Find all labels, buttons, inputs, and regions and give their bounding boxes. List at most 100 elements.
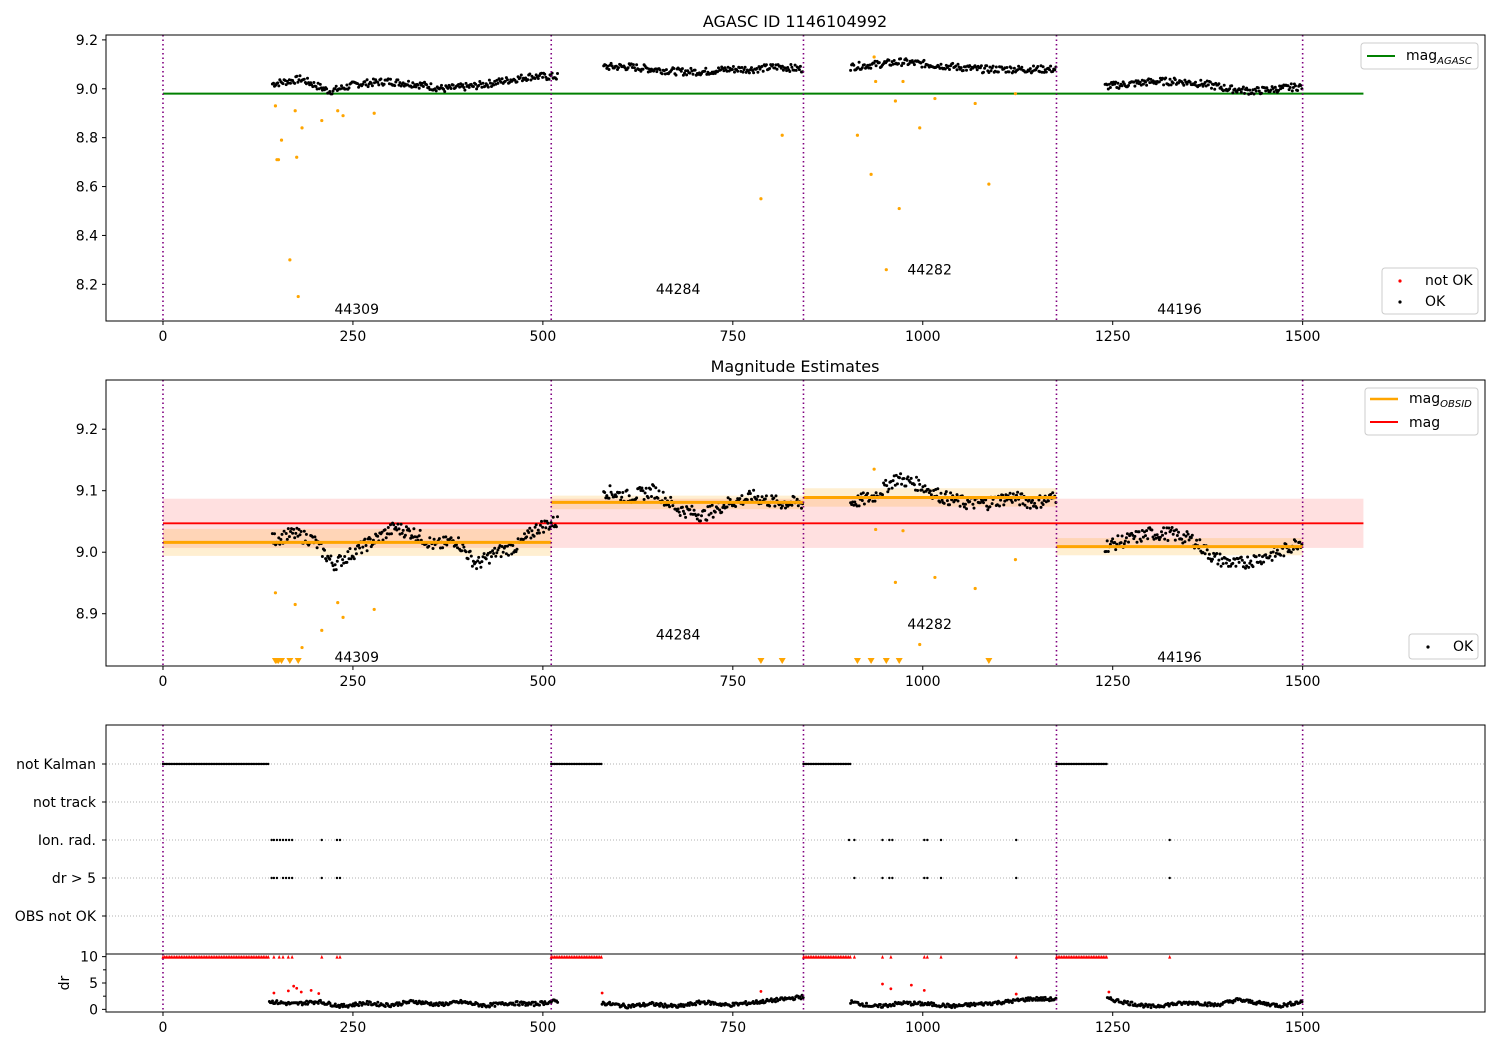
flag-point	[278, 838, 282, 842]
flag-point	[161, 762, 165, 766]
ok-point	[1107, 82, 1111, 86]
ok-point	[1116, 534, 1120, 538]
ok-point	[990, 502, 994, 506]
ok-point	[1113, 541, 1117, 544]
ok-point	[330, 92, 334, 96]
flag-point	[807, 762, 810, 766]
ok-point	[633, 66, 636, 70]
ok-point	[609, 490, 613, 494]
ok-point	[414, 85, 418, 89]
ok-point	[1182, 533, 1186, 537]
ok-point	[1114, 548, 1118, 552]
ok-point	[488, 550, 492, 554]
flag-point	[272, 876, 276, 880]
ok-point	[800, 506, 803, 510]
ok-point	[942, 501, 946, 505]
clipped-dr-marker	[338, 955, 342, 959]
clipped-dr-marker	[922, 955, 926, 959]
ok-point	[677, 510, 681, 514]
legend-box	[1360, 42, 1479, 70]
ok-point	[517, 1003, 521, 1007]
ok-point	[464, 550, 468, 554]
ok-point	[877, 61, 881, 65]
ok-point	[954, 64, 958, 68]
ok-point	[514, 550, 518, 554]
flag-point	[822, 762, 825, 766]
clipped-dr-marker	[925, 955, 929, 959]
panel-agasc-plot: 44309 44284 44282 44196 0 250 500 750 1000 1250 15…	[76, 33, 1364, 345]
ok-point	[760, 64, 764, 68]
suspect-point	[933, 575, 937, 580]
clipped-dr-marker	[266, 955, 270, 959]
x-tick-label: 750	[719, 1020, 746, 1036]
ok-point	[685, 73, 689, 77]
ok-point	[487, 561, 491, 565]
not-ok-point	[1107, 990, 1111, 994]
ok-point	[1028, 67, 1032, 71]
ok-point	[493, 546, 497, 550]
y-tick-label: 9.2	[76, 33, 98, 49]
ok-point	[959, 66, 963, 70]
ok-point	[866, 491, 870, 495]
ok-point	[669, 495, 673, 499]
ok-point	[380, 530, 384, 534]
ok-point	[286, 81, 290, 85]
ok-point	[738, 497, 742, 501]
ok-point	[1014, 498, 1017, 502]
ok-point	[1145, 83, 1149, 87]
ok-point	[1183, 540, 1187, 544]
flag-point	[573, 762, 576, 766]
obsid-label: 44282	[907, 263, 952, 279]
ok-point	[608, 1000, 612, 1004]
ok-point	[1195, 538, 1199, 542]
flag-point	[847, 838, 851, 842]
ok-point	[1005, 498, 1009, 502]
ok-point	[314, 85, 318, 88]
ok-point	[1291, 547, 1295, 551]
flag-point	[211, 762, 215, 766]
flag-point	[812, 762, 815, 766]
ok-point	[774, 494, 778, 498]
x-tick-label: 250	[340, 329, 367, 345]
ok-point	[956, 499, 960, 503]
flag-point	[926, 876, 929, 880]
ok-point	[417, 86, 421, 90]
ok-point	[620, 495, 624, 499]
clipped-dr-marker	[277, 955, 281, 959]
ok-point	[449, 536, 453, 540]
ok-point	[968, 500, 972, 504]
legend-not-ok-marker	[1398, 279, 1402, 283]
ok-point	[364, 544, 368, 547]
ok-point	[1173, 78, 1177, 82]
flag-point	[242, 762, 245, 766]
ok-point	[445, 543, 449, 547]
ok-point	[801, 996, 805, 1000]
flag-point	[1060, 762, 1063, 766]
flag-point	[853, 838, 856, 842]
ok-point	[297, 528, 301, 531]
ok-point	[608, 484, 612, 488]
ok-point	[1228, 558, 1232, 562]
ok-point	[475, 567, 479, 571]
suspect-point	[293, 602, 297, 607]
ok-point	[1262, 560, 1266, 564]
ok-point	[971, 502, 975, 506]
ok-point	[920, 488, 924, 492]
ok-point	[784, 506, 787, 510]
ok-point	[853, 500, 857, 504]
ok-point	[1237, 560, 1241, 564]
ok-point	[906, 475, 910, 479]
ok-point	[315, 546, 319, 550]
x-tick-label: 500	[530, 674, 557, 690]
ok-point	[750, 497, 753, 501]
ok-point	[323, 548, 326, 552]
ok-point	[705, 518, 709, 522]
ok-point	[685, 505, 689, 509]
panel-estimates-marker-legend: OK	[1408, 633, 1479, 660]
ok-point	[938, 66, 942, 70]
ok-point	[697, 999, 701, 1003]
ok-point	[507, 553, 510, 557]
flag-point	[235, 762, 238, 766]
ok-point	[1027, 998, 1031, 1002]
below-range-marker	[895, 658, 903, 664]
